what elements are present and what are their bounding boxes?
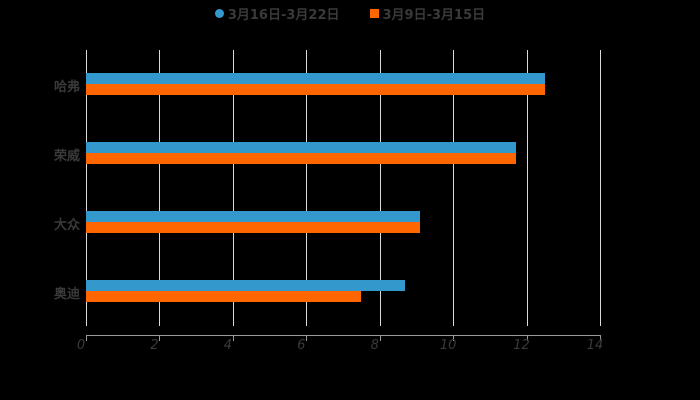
gridline: [306, 50, 308, 326]
axis-tick: [526, 335, 528, 341]
x-tick-label: 2: [150, 338, 159, 353]
gridline: [159, 50, 161, 326]
gridline: [232, 50, 234, 326]
x-tick-label: 14: [586, 338, 604, 353]
bar[interactable]: [86, 211, 421, 222]
legend-label: 3月9日-3月15日: [382, 7, 486, 23]
legend-item-week-current[interactable]: 3月16日-3月22日: [214, 4, 340, 23]
axis-tick: [232, 335, 234, 341]
x-tick-label: 0: [76, 338, 86, 353]
x-tick-label: 6: [297, 338, 306, 353]
gridline: [86, 50, 87, 326]
axis-tick: [453, 335, 455, 341]
x-tick-label: 8: [370, 338, 379, 353]
bar[interactable]: [86, 73, 545, 84]
y-category-label: 荣威: [53, 149, 80, 164]
axis-tick: [159, 335, 161, 341]
legend-square-icon: [369, 8, 379, 18]
x-tick-label: 4: [223, 338, 232, 353]
legend-item-week-previous[interactable]: 3月9日-3月15日: [369, 4, 486, 23]
gridline: [600, 50, 601, 326]
x-axis-line: [86, 335, 600, 336]
bar[interactable]: [86, 142, 516, 153]
bar[interactable]: [86, 84, 545, 95]
y-category-label: 大众: [53, 218, 80, 233]
bar[interactable]: [86, 222, 421, 233]
bar[interactable]: [86, 280, 406, 291]
gridline: [453, 50, 455, 326]
bar[interactable]: [86, 153, 516, 164]
chart-legend: 3月16日-3月22日 3月9日-3月15日: [0, 4, 700, 23]
axis-tick: [306, 335, 308, 341]
y-category-label: 奥迪: [53, 287, 80, 302]
axis-tick: [86, 335, 87, 341]
bar[interactable]: [86, 291, 362, 302]
gridline: [379, 50, 381, 326]
axis-tick: [600, 335, 601, 341]
legend-circle-icon: [214, 8, 224, 18]
legend-label: 3月16日-3月22日: [227, 7, 340, 23]
y-category-label: 哈弗: [53, 80, 80, 95]
x-tick-label: 10: [439, 338, 457, 353]
x-tick-label: 12: [513, 338, 530, 353]
gridline: [526, 50, 528, 326]
axis-tick: [379, 335, 381, 341]
